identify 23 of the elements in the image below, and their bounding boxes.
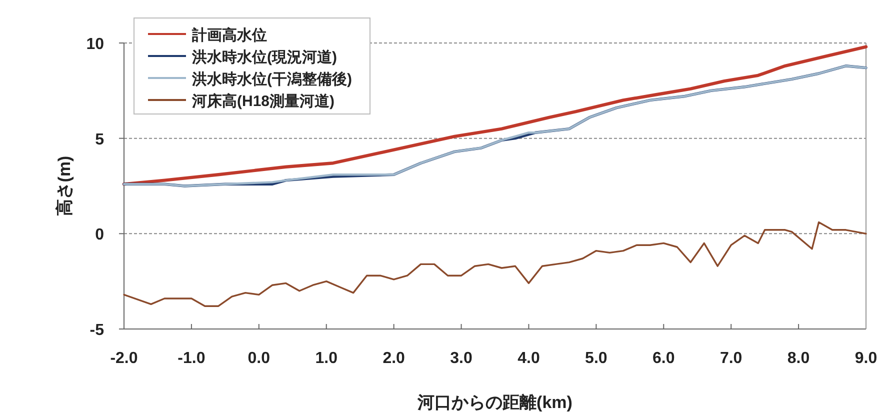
legend-label: 洪水時水位(干潟整備後) xyxy=(191,71,352,88)
y-tick-label: 5 xyxy=(95,131,104,148)
x-tick-label: 4.0 xyxy=(518,350,540,367)
x-tick-label: 8.0 xyxy=(787,350,810,367)
y-axis-title: 高さ(m) xyxy=(55,156,74,216)
x-tick-label: 3.0 xyxy=(450,350,472,367)
legend-label: 河床高(H18測量河道) xyxy=(191,92,335,110)
x-tick-label: -1.0 xyxy=(178,350,206,367)
x-tick-label: 2.0 xyxy=(382,350,406,367)
legend-label: 洪水時水位(現況河道) xyxy=(191,49,337,66)
line-series xyxy=(123,221,867,307)
x-tick-label: 7.0 xyxy=(720,350,742,367)
x-tick-label: 1.0 xyxy=(315,350,338,367)
y-tick-label: 10 xyxy=(86,36,104,53)
x-tick-label: 0.0 xyxy=(248,350,270,367)
x-tick-label: 5.0 xyxy=(585,350,608,367)
x-tick-label: -2.0 xyxy=(110,350,138,367)
y-tick-label: 0 xyxy=(95,226,104,244)
x-axis-title: 河口からの距離(km) xyxy=(416,393,572,412)
x-tick-label: 6.0 xyxy=(652,350,675,367)
y-tick-label: -5 xyxy=(90,322,104,339)
legend-label: 計画高水位 xyxy=(191,26,267,44)
x-tick-label: 9.0 xyxy=(854,350,878,367)
